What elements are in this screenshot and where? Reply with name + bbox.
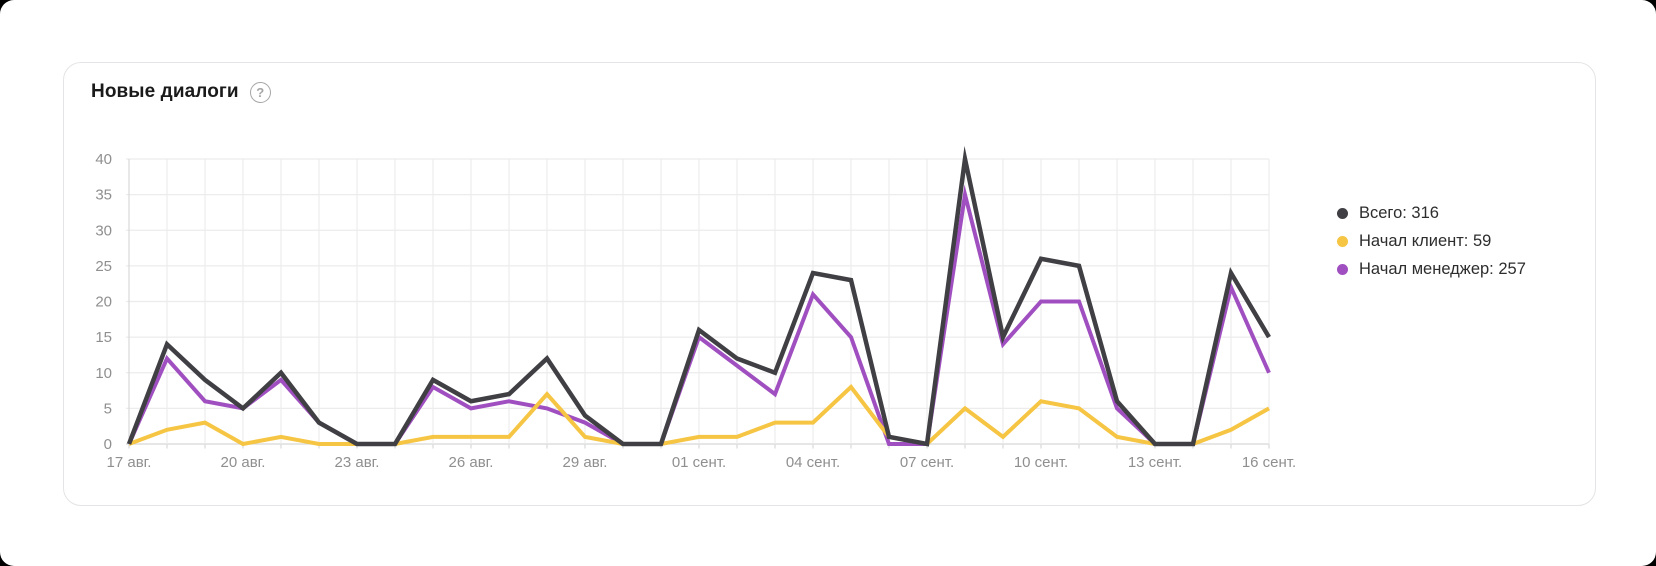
svg-text:35: 35 — [95, 187, 112, 204]
svg-text:26 авг.: 26 авг. — [449, 454, 494, 471]
svg-text:30: 30 — [95, 222, 112, 239]
new-dialogs-card: Новые диалоги ? 0 5 10 15 20 25 30 35 40 17 авг. 2… — [63, 62, 1596, 506]
svg-text:5: 5 — [104, 400, 112, 417]
svg-text:23 авг.: 23 авг. — [335, 454, 380, 471]
legend-item-total[interactable]: Всего: 316 — [1337, 199, 1526, 227]
total-series-dot-icon — [1337, 207, 1348, 219]
chart-legend: Всего: 316 Начал клиент: 59 Начал менедж… — [1337, 199, 1526, 283]
svg-text:17 авг.: 17 авг. — [107, 454, 152, 471]
help-icon[interactable]: ? — [249, 81, 271, 103]
svg-text:10 сент.: 10 сент. — [1014, 454, 1068, 471]
legend-item-client-started[interactable]: Начал клиент: 59 — [1337, 227, 1526, 255]
dialogs-line-chart[interactable]: 0 5 10 15 20 25 30 35 40 17 авг. 20 авг. 23 авг. 26 … — [64, 63, 1597, 507]
manager-series-dot-icon — [1337, 263, 1348, 275]
svg-text:04 сент.: 04 сент. — [786, 454, 840, 471]
legend-item-manager-started[interactable]: Начал менеджер: 257 — [1337, 255, 1526, 283]
client-series-dot-icon — [1337, 235, 1348, 247]
svg-text:25: 25 — [95, 258, 112, 275]
svg-text:29 авг.: 29 авг. — [563, 454, 608, 471]
svg-text:0: 0 — [104, 436, 112, 453]
svg-text:16 сент.: 16 сент. — [1242, 454, 1296, 471]
legend-item-label: Всего: 316 — [1359, 203, 1439, 222]
svg-text:20: 20 — [95, 294, 112, 311]
svg-text:13 сент.: 13 сент. — [1128, 454, 1182, 471]
legend-item-label: Начал клиент: 59 — [1359, 231, 1492, 250]
card-header: Новые диалоги ? — [91, 81, 271, 103]
svg-text:20 авг.: 20 авг. — [221, 454, 266, 471]
svg-text:01 сент.: 01 сент. — [672, 454, 726, 471]
page-title: Новые диалоги — [91, 81, 239, 102]
legend-item-label: Начал менеджер: 257 — [1359, 259, 1526, 278]
svg-text:15: 15 — [95, 329, 112, 346]
svg-text:10: 10 — [95, 365, 112, 382]
svg-text:07 сент.: 07 сент. — [900, 454, 954, 471]
svg-text:40: 40 — [95, 151, 112, 168]
